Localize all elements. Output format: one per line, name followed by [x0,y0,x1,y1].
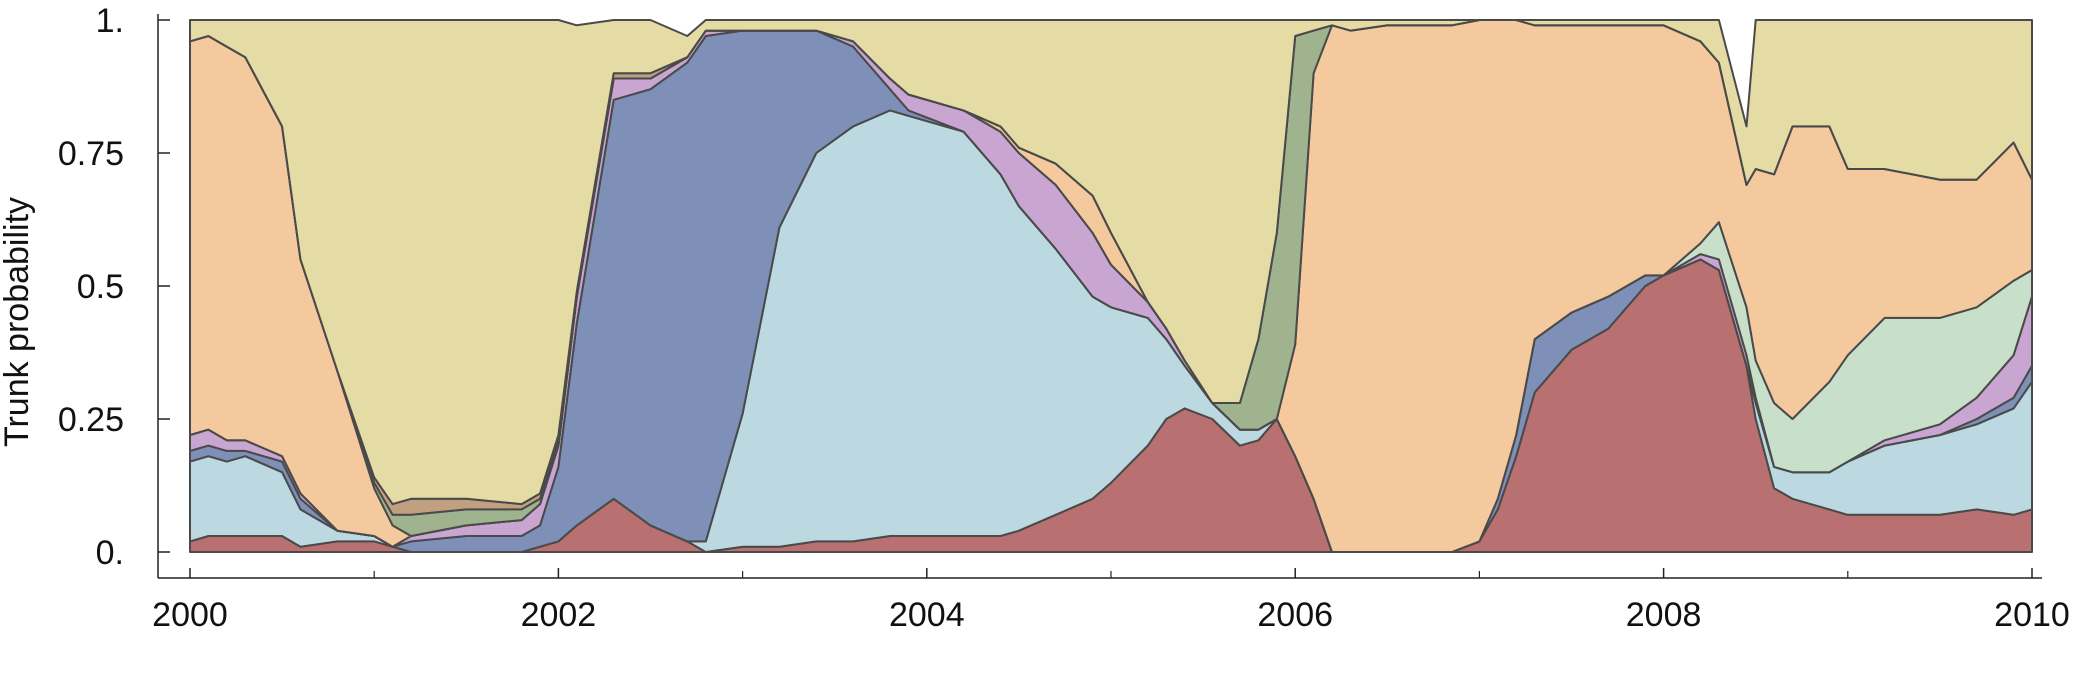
x-tick-label: 2008 [1626,596,1702,634]
x-tick-label: 2004 [889,596,965,634]
areas-layer [189,19,2033,553]
axes-layer: 0. 0.25 0.5 0.75 1. 2000 2002 2004 2006 2008 2010 [58,2,2070,634]
x-tick-label: 2010 [1994,596,2070,634]
y-tick-label: 0. [96,534,124,572]
x-tick-label: 2006 [1257,596,1333,634]
y-tick-label: 0.75 [58,135,124,173]
x-tick-label: 2002 [521,596,597,634]
y-tick-label: 0.5 [77,268,124,306]
y-tick-label: 0.25 [58,401,124,439]
x-tick-label: 2000 [152,596,228,634]
y-axis-label: Trunk probability [0,197,36,447]
area-series-9 [189,19,2033,506]
y-tick-label: 1. [96,2,124,40]
